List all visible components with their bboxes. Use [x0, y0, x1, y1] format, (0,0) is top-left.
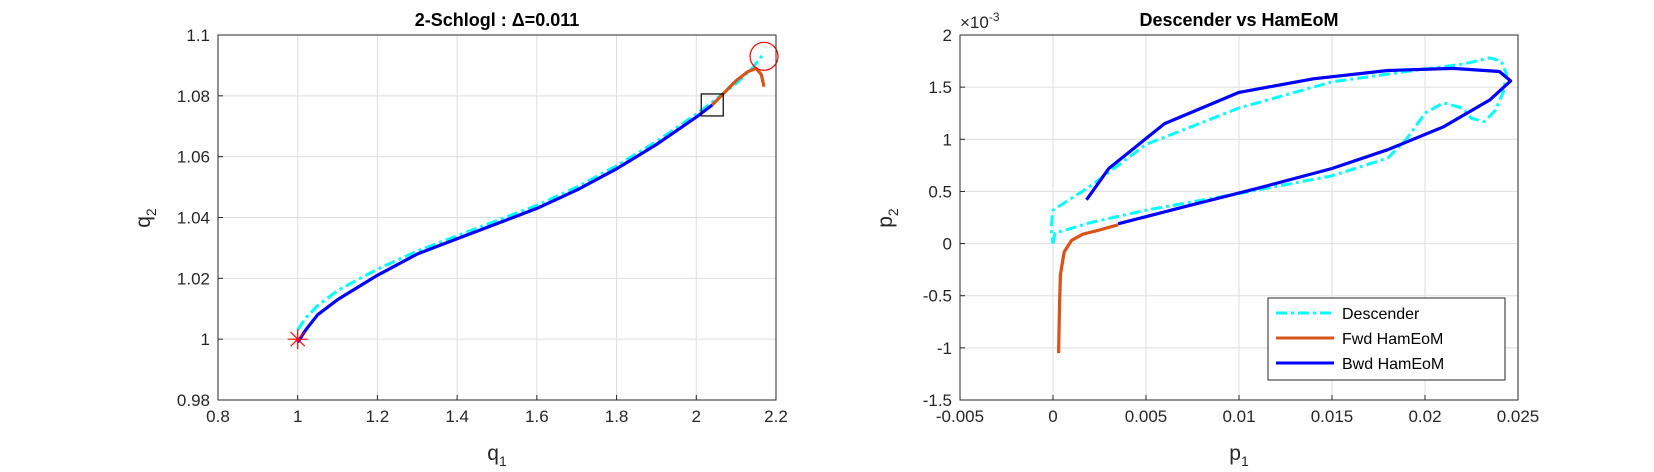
y-tick-label: 1.02: [177, 269, 210, 288]
y-tick-label: 1.1: [186, 26, 210, 45]
y-tick-label: 2: [943, 26, 952, 45]
x-tick-label: 0: [1048, 407, 1057, 426]
x-tick-label: 0.005: [1125, 407, 1168, 426]
x-tick-label: 1.8: [605, 407, 629, 426]
y-tick-label: 1.5: [928, 78, 952, 97]
start-point-asterisk-marker: [287, 329, 308, 350]
left-subplot: 0.8 1 1.2 1.4 1.6 1.8 2 2.2 0.98 1 1.02 1.04 1.06 1.0…: [132, 10, 788, 469]
y-tick-label: 0.98: [177, 391, 210, 410]
right-subplot: -0.005 0 0.005 0.01 0.015 0.02 0.025 -1.5 -1 -0.5…: [874, 10, 1539, 469]
square-marker: [700, 93, 724, 117]
x-tick-label: 1.4: [445, 407, 469, 426]
legend: Descender Fwd HamEoM Bwd HamEoM: [1267, 297, 1506, 381]
legend-bwd-label: Bwd HamEoM: [1342, 356, 1444, 373]
x-tick-label: -0.005: [936, 407, 984, 426]
legend-descender-label: Descender: [1342, 306, 1420, 323]
left-chart-title: 2-Schlogl : Δ=0.011: [415, 10, 580, 30]
series-line-fwd-hameom: [1057, 223, 1119, 354]
right-x-axis-label: p1: [1229, 442, 1249, 469]
right-chart-title: Descender vs HamEoM: [1139, 10, 1338, 30]
series-line-bwd-hameom: [1085, 66, 1513, 226]
series-line-fwd-hameom: [711, 66, 766, 107]
left-y-axis-label: q2: [132, 208, 159, 228]
x-tick-label: 1.2: [366, 407, 390, 426]
right-y-axis-label: p2: [874, 208, 901, 228]
y-tick-label: 0.5: [928, 182, 952, 201]
legend-fwd-label: Fwd HamEoM: [1342, 331, 1443, 348]
right-curves: [1049, 56, 1513, 354]
x-tick-label: 0.02: [1408, 407, 1441, 426]
left-x-axis-label: q1: [487, 442, 507, 469]
y-tick-label: 1.04: [177, 209, 210, 228]
y-tick-label: -1: [937, 339, 952, 358]
x-tick-label: 0.015: [1311, 407, 1354, 426]
left-ticks: 0.8 1 1.2 1.4 1.6 1.8 2 2.2 0.98 1 1.02 1.04 1.06 1.0…: [177, 26, 788, 426]
series-line-descender: [1049, 56, 1509, 244]
x-tick-label: 2.2: [764, 407, 788, 426]
right-y-exponent: ×10-3: [960, 10, 1000, 32]
right-ticks: -0.005 0 0.005 0.01 0.015 0.02 0.025 -1.5 -1 -0.5…: [923, 26, 1540, 426]
x-tick-label: 0.8: [206, 407, 230, 426]
y-tick-label: 1: [943, 130, 952, 149]
x-tick-label: 0.025: [1497, 407, 1540, 426]
y-tick-label: 1.06: [177, 148, 210, 167]
y-tick-label: -1.5: [923, 391, 952, 410]
series-line-bwd-hameom: [296, 103, 714, 344]
x-tick-label: 0.01: [1222, 407, 1255, 426]
y-tick-label: 1: [201, 330, 210, 349]
x-tick-label: 2: [692, 407, 701, 426]
y-tick-label: 1.08: [177, 87, 210, 106]
x-tick-label: 1: [293, 407, 302, 426]
left-markers: [287, 41, 779, 350]
x-tick-label: 1.6: [525, 407, 549, 426]
y-tick-label: -0.5: [923, 287, 952, 306]
end-point-circle-marker: [749, 41, 779, 71]
y-tick-label: 0: [943, 235, 952, 254]
